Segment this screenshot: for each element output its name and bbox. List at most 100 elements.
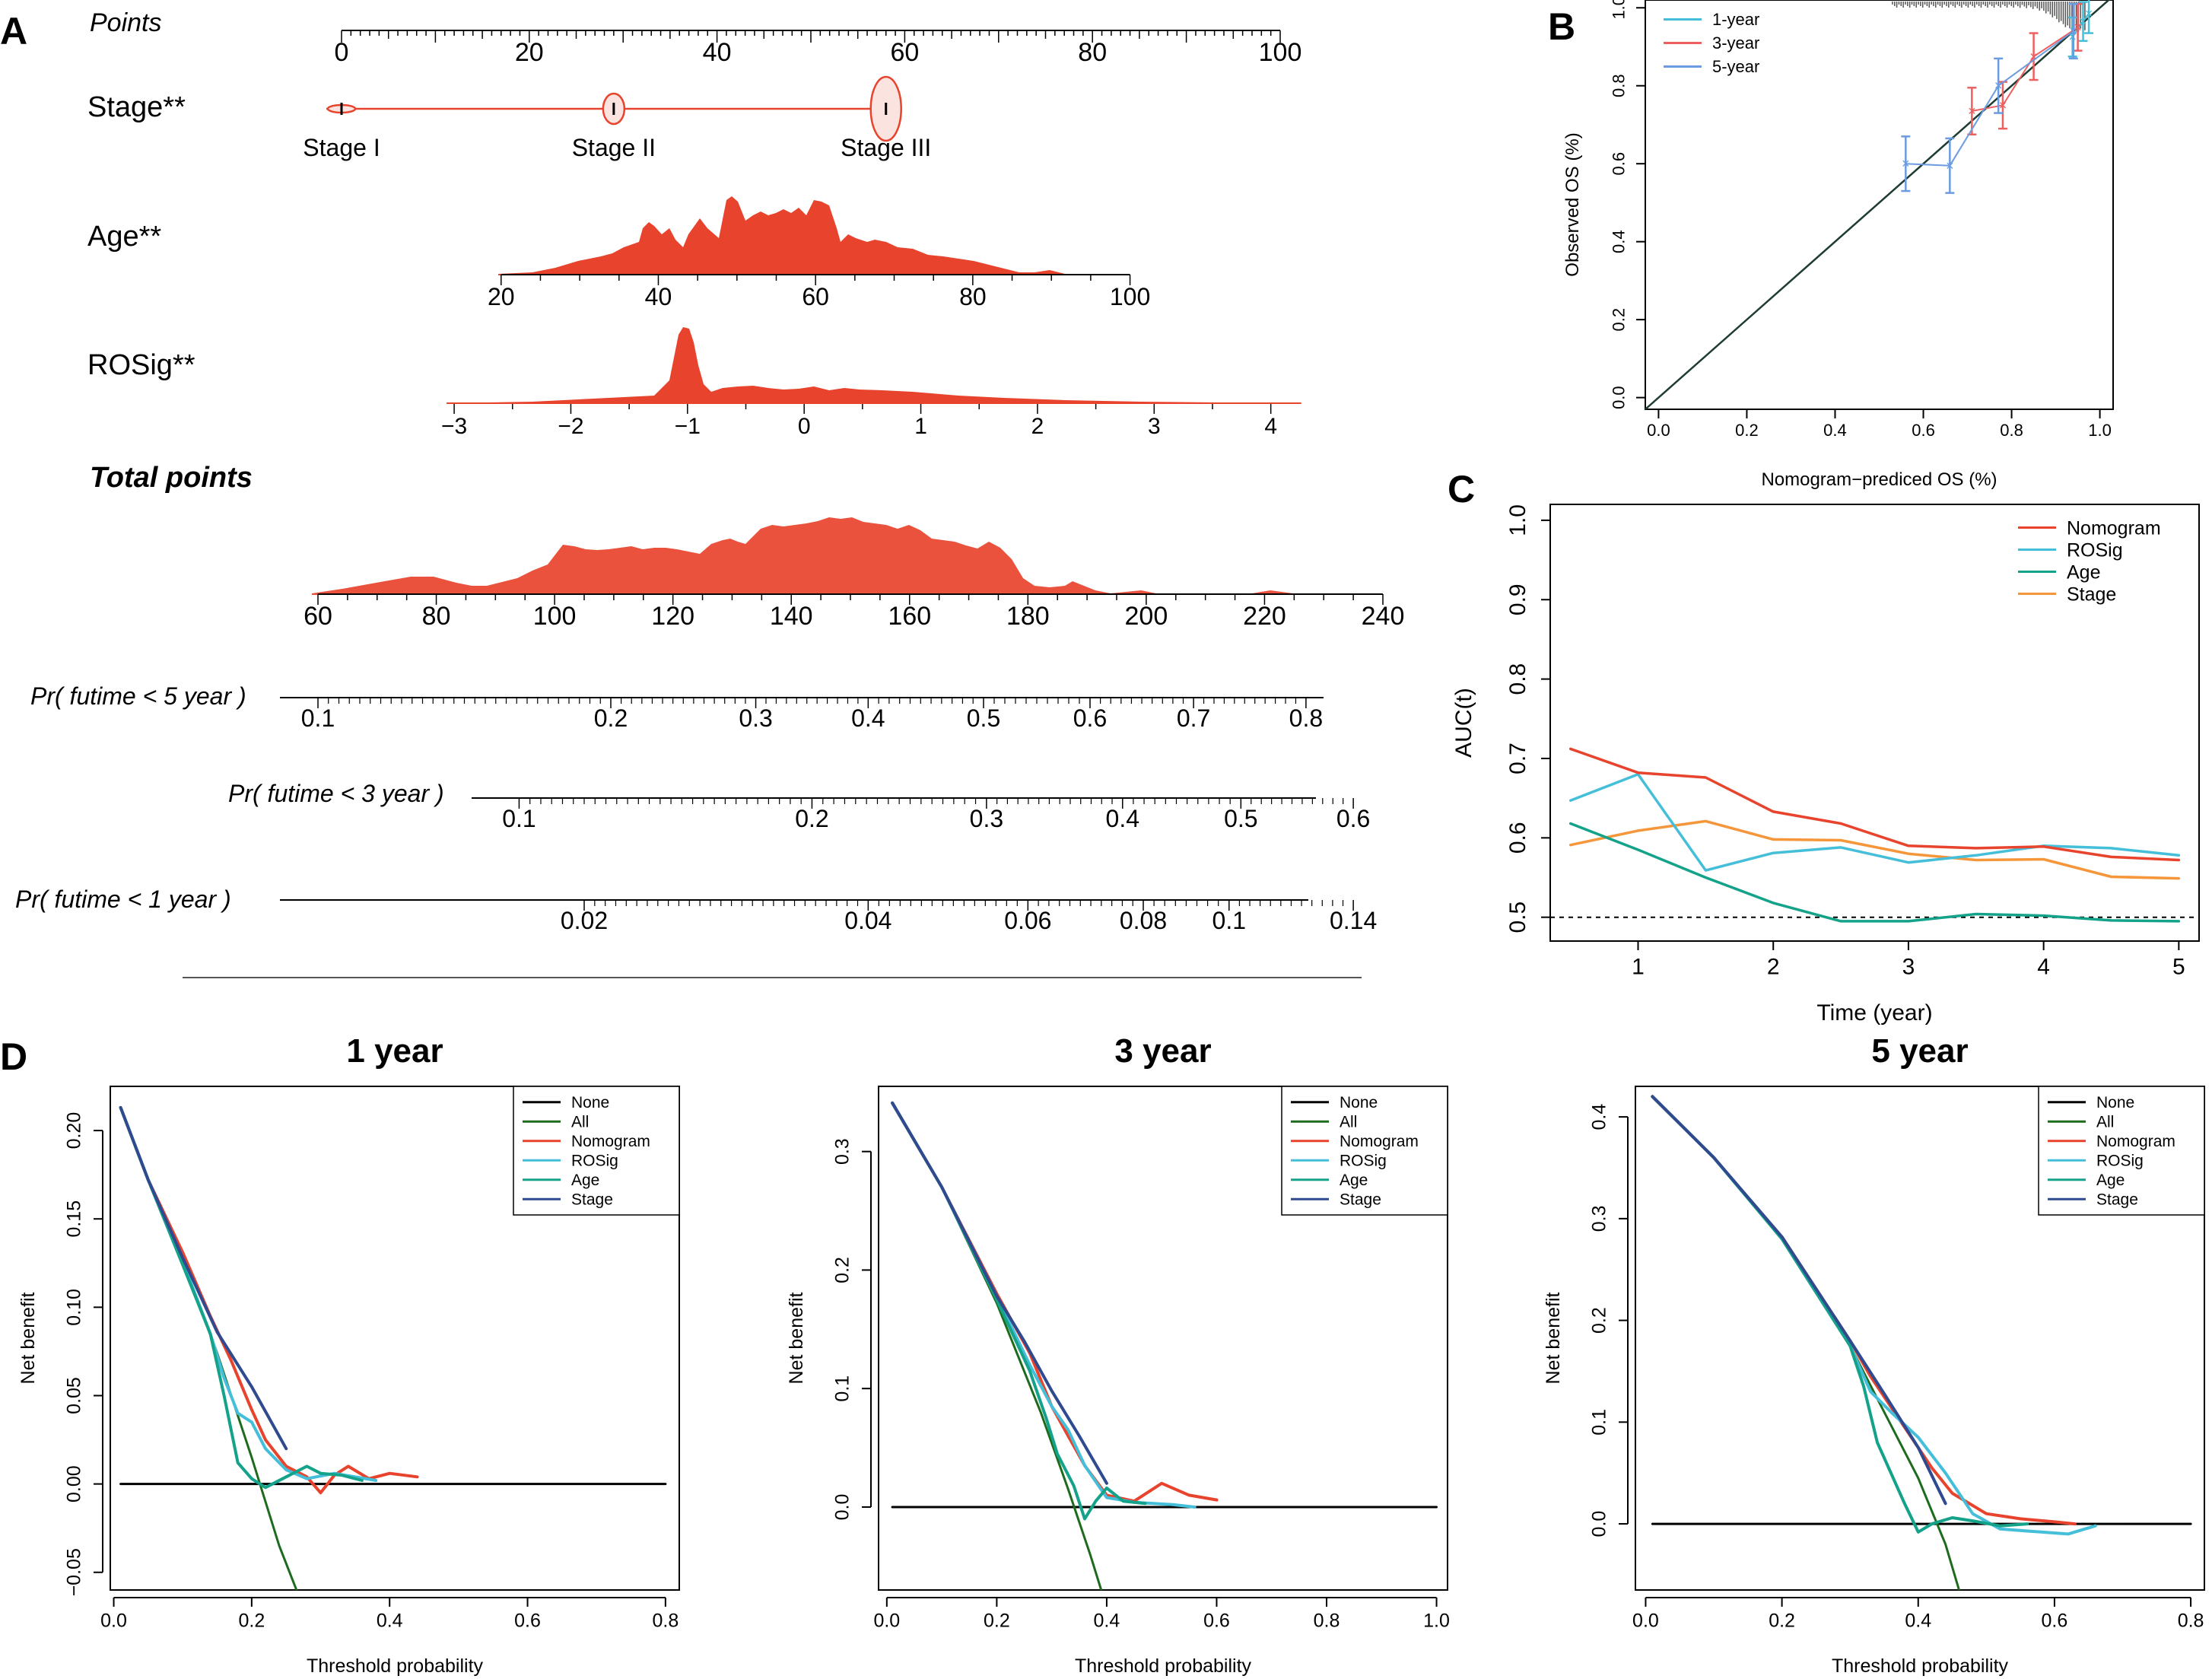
legend-label: None [1340, 1094, 1378, 1111]
y-tick-label: 0.0 [1610, 386, 1629, 409]
prob-tick-label: 0.2 [594, 704, 628, 732]
y-axis-label: Net benefit [786, 1292, 807, 1384]
total-points-density [312, 517, 1308, 595]
prob-tick-label: 0.4 [1106, 805, 1139, 832]
calibration-point: × [1946, 158, 1954, 173]
legend-label: ROSig [2096, 1153, 2144, 1170]
calibration-point: × [2074, 20, 2082, 35]
legend-label: Stage [2067, 584, 2116, 605]
x-tick-label: 0.0 [1632, 1610, 1659, 1631]
dca-legend-box [2038, 1086, 2205, 1216]
y-tick-label: 0.05 [64, 1377, 85, 1414]
nomo-label-pr1: Pr( futime < 1 year ) [15, 886, 231, 913]
total-tick-label: 200 [1125, 602, 1168, 631]
x-tick-label: 0.0 [100, 1610, 127, 1631]
y-tick-label: 0.8 [1505, 663, 1530, 695]
y-tick-label: 0.6 [1610, 152, 1629, 176]
legend-label: Stage [571, 1191, 613, 1209]
total-tick-label: 120 [651, 602, 694, 631]
axis-tick-label: 3 [1148, 414, 1161, 439]
x-tick-label: 0.2 [1769, 1610, 1795, 1631]
calibration-point: × [2070, 24, 2078, 39]
prob-tick-label: 0.3 [739, 704, 772, 732]
legend-label: Age [571, 1172, 599, 1189]
prob-tick-label: 0.06 [1004, 907, 1051, 934]
axis-tick-label: −3 [441, 414, 467, 439]
legend-label: Age [1340, 1172, 1368, 1189]
axis-tick-label: 2 [1031, 414, 1044, 439]
y-tick-label: 0.3 [832, 1138, 853, 1165]
nomo-label-total: Total points [90, 462, 253, 494]
x-tick-label: 0.8 [2178, 1610, 2204, 1631]
legend-label: ROSig [2067, 539, 2123, 561]
legend-label: All [1340, 1114, 1357, 1131]
y-tick-label: 0.7 [1505, 743, 1530, 774]
y-tick-label: 0.5 [1505, 902, 1530, 933]
legend-label: ROSig [571, 1153, 618, 1170]
nomo-label-points: Points [90, 8, 162, 37]
axis-tick-label: −1 [675, 414, 701, 439]
plot-frame [878, 1086, 1448, 1591]
x-axis-label: Nomogram−prediced OS (%) [1761, 469, 1997, 490]
legend-label: 5-year [1712, 57, 1759, 76]
nomo-pr5-axis: 0.1 0.2 0.3 0.4 0.5 0.6 0.7 0.8 [280, 697, 1324, 732]
nomo-age-axis: 20 40 60 80 100 [488, 274, 1150, 310]
dca-lines [1651, 1095, 2192, 1590]
total-tick-label: 240 [1362, 602, 1405, 631]
axis-tick-label: 20 [488, 283, 515, 310]
plot-title: 3 year [1114, 1032, 1211, 1070]
stage-level-label: Stage I [303, 134, 380, 161]
x-tick-label: 0.6 [1912, 421, 1935, 440]
points-tick-label: 40 [703, 38, 732, 67]
prob-tick-label: 0.5 [1224, 805, 1257, 832]
axis-tick-label: 1 [914, 414, 927, 439]
calibration-line [1971, 26, 2079, 112]
dca-plot-3-year: 0.0 0.2 0.4 0.6 0.8 1.0 0.0 0.1 0.2 0.3 Threshold … [786, 1032, 1450, 1677]
plot-frame [1549, 504, 2200, 942]
total-tick-label: 60 [304, 602, 332, 631]
y-tick-label: 1.0 [1610, 0, 1629, 20]
x-tick-label: 1.0 [2088, 421, 2112, 440]
legend-label: 3-year [1712, 33, 1759, 52]
legend-label: All [571, 1114, 589, 1131]
nomo-stage-row: Stage I Stage II Stage III [303, 75, 931, 161]
legend-label: Nomogram [2096, 1133, 2175, 1150]
prob-tick-label: 0.1 [1212, 907, 1246, 934]
x-tick-label: 0.0 [873, 1610, 900, 1631]
prob-tick-label: 0.08 [1120, 907, 1167, 934]
legend-label: Nomogram [2067, 517, 2161, 539]
x-tick-label: 0.4 [1905, 1610, 1931, 1631]
auc-line-nomogram [1568, 747, 2181, 862]
total-tick-label: 100 [533, 602, 577, 631]
axis-tick-label: 100 [1110, 283, 1150, 310]
dca-line-stage [119, 1105, 288, 1451]
y-tick-label: 1.0 [1505, 504, 1530, 536]
axis-tick-label: 80 [959, 283, 987, 310]
plot-frame [1645, 0, 2114, 410]
y-tick-label: −0.05 [64, 1548, 85, 1596]
prob-tick-label: 0.04 [844, 907, 891, 934]
y-axis-label: Net benefit [17, 1292, 39, 1384]
y-tick-label: 0.0 [1589, 1511, 1610, 1537]
calibration-diagonal [1645, 0, 2111, 410]
points-tick-label: 80 [1078, 38, 1107, 67]
nomo-total-axis: 60 80 100 120 140 160 180 200 220 240 [304, 593, 1405, 631]
y-tick-label: 0.2 [1610, 308, 1629, 332]
prob-tick-label: 0.6 [1073, 704, 1107, 732]
x-tick-label: 0.6 [1203, 1610, 1230, 1631]
x-tick-label: 0.8 [2000, 421, 2023, 440]
x-tick-label: 1 [1632, 955, 1645, 980]
y-tick-label: 0.2 [1589, 1307, 1610, 1334]
y-tick-label: 0.00 [64, 1465, 85, 1503]
x-tick-label: 0.2 [984, 1610, 1010, 1631]
panel-label-d: D [0, 1035, 27, 1078]
x-tick-label: 0.6 [514, 1610, 541, 1631]
total-tick-label: 220 [1243, 602, 1286, 631]
y-tick-label: 0.1 [832, 1375, 853, 1402]
prob-tick-label: 0.02 [561, 907, 608, 934]
axis-tick-label: 0 [798, 414, 811, 439]
axis-tick-label: −2 [558, 414, 583, 439]
legend-label: Stage [1340, 1191, 1381, 1209]
y-tick-label: 0.8 [1610, 74, 1629, 97]
